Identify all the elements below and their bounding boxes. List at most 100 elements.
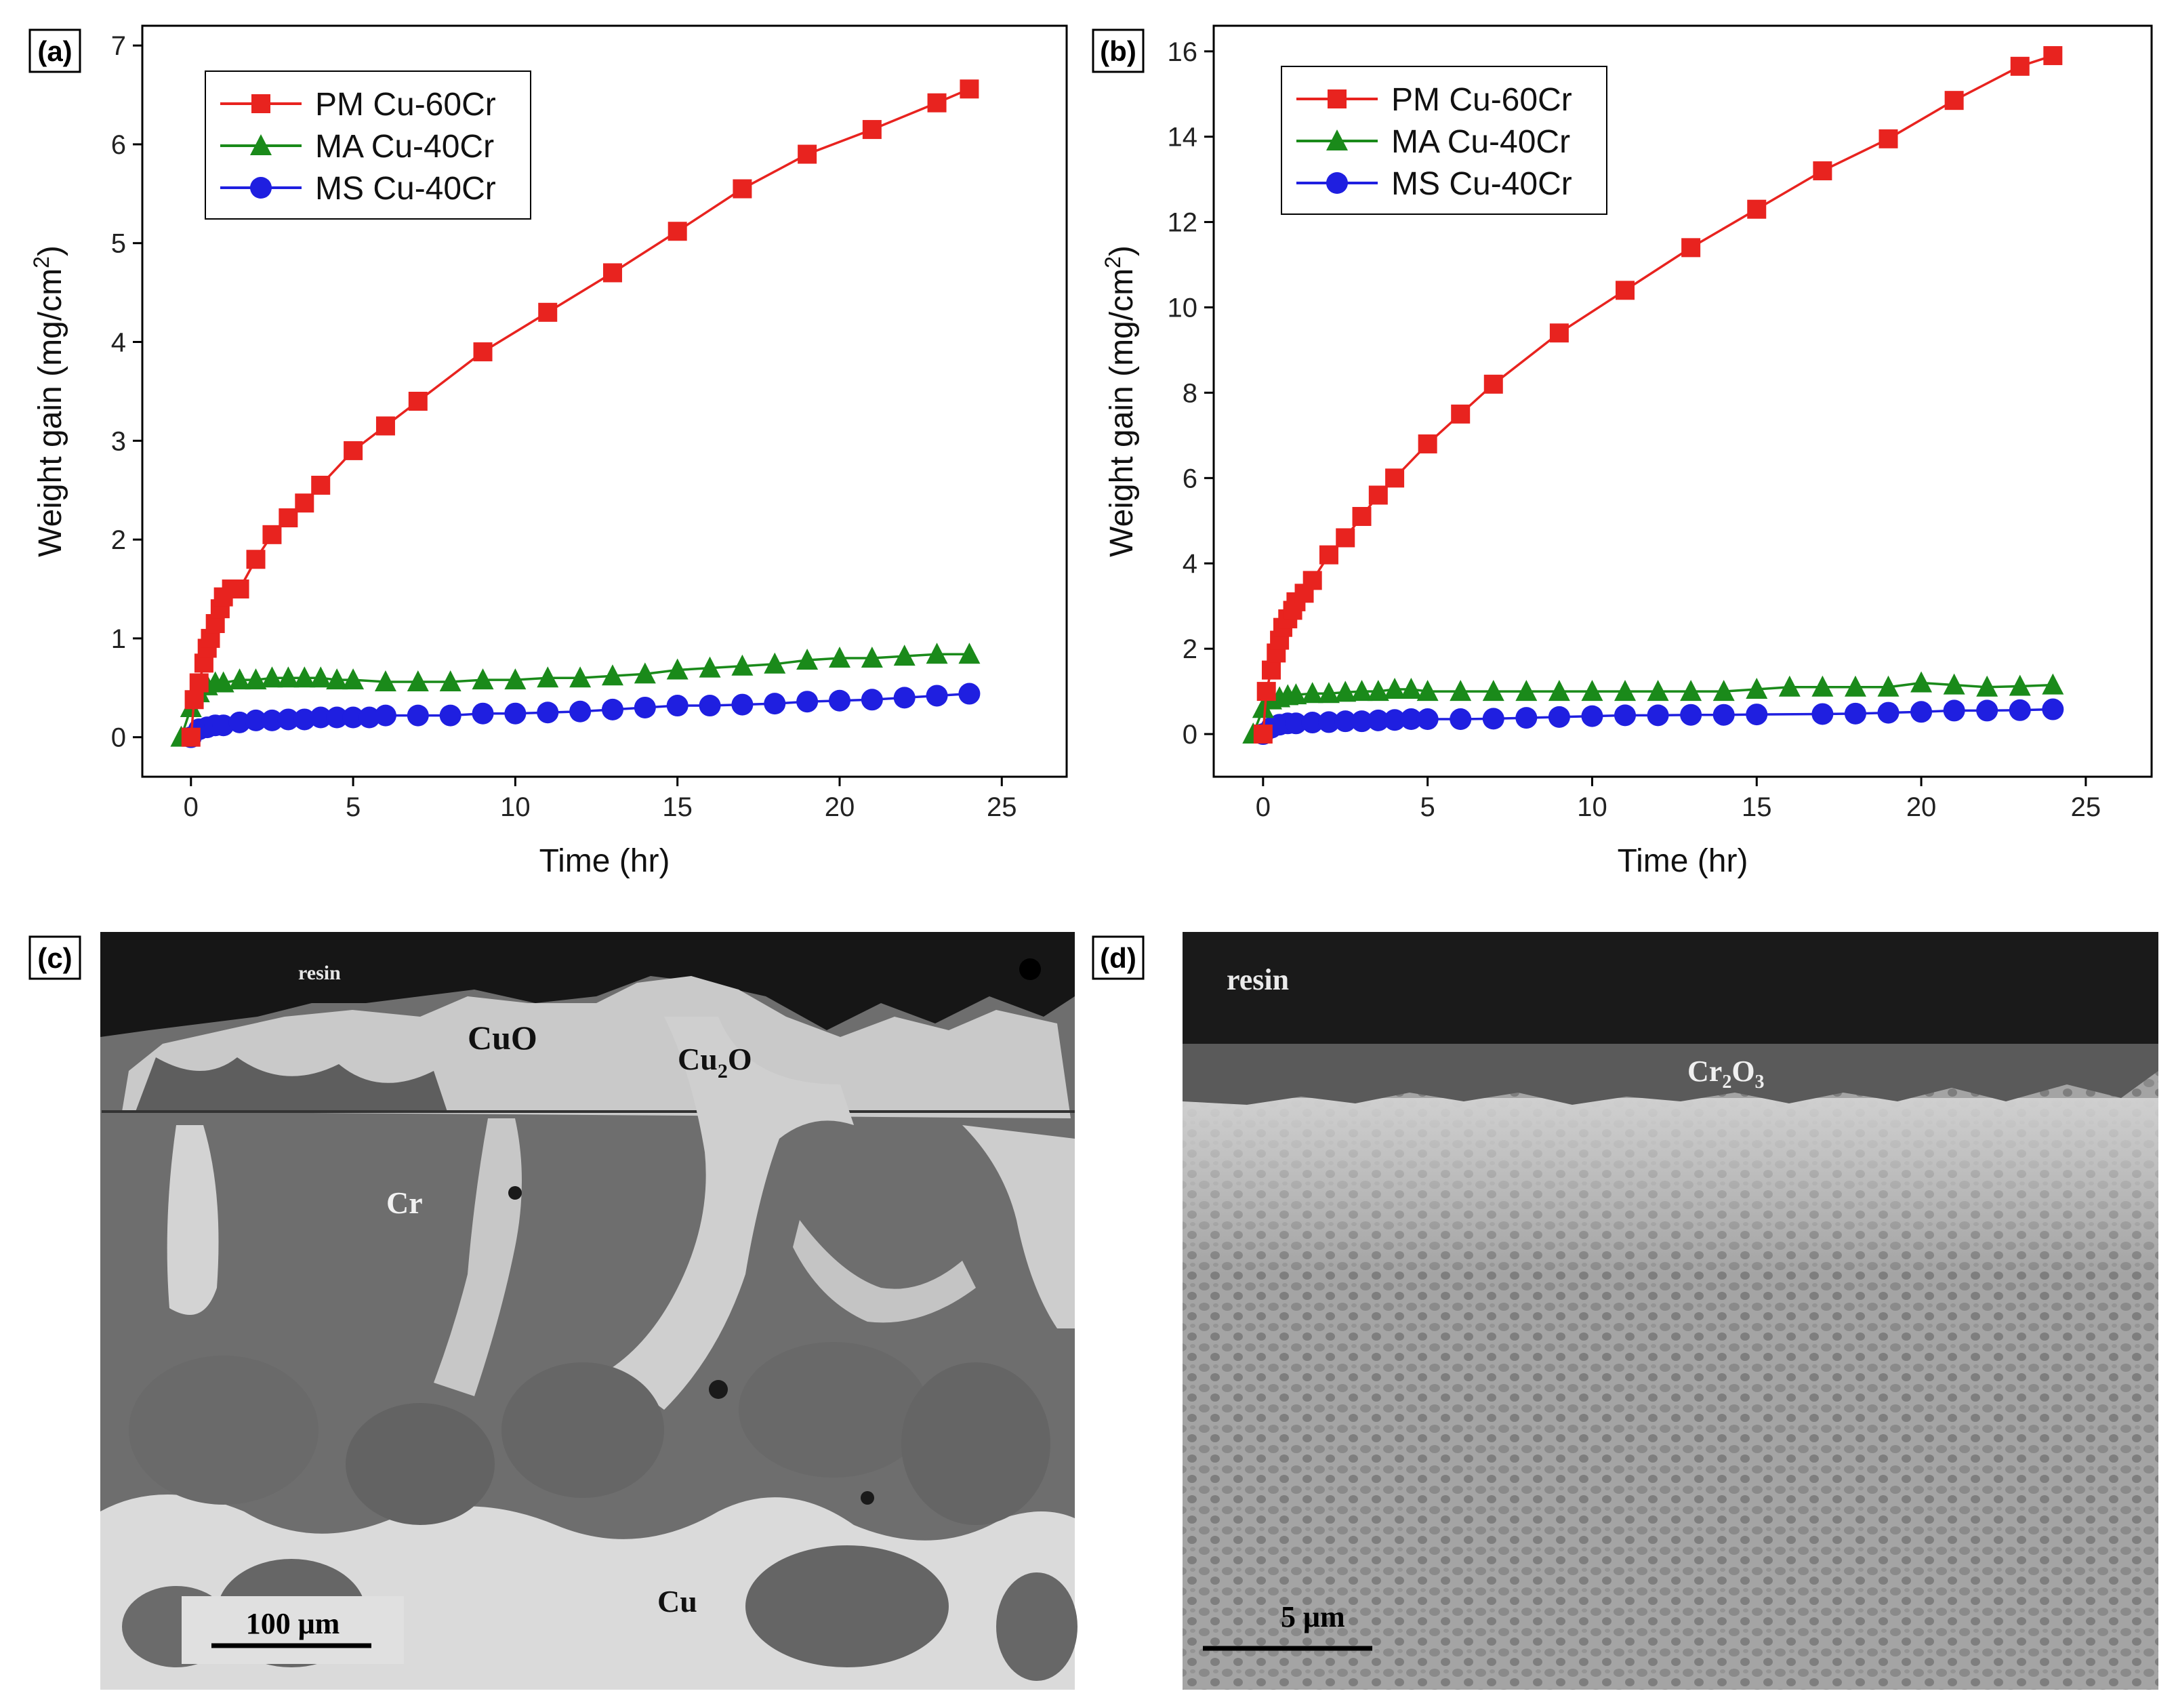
data-point xyxy=(668,222,687,241)
data-point xyxy=(1482,680,1504,702)
panel-c-tag-box xyxy=(28,935,81,980)
panel-b-tag: (b) xyxy=(1100,35,1136,67)
data-point xyxy=(1844,675,1866,697)
data-point xyxy=(733,179,752,199)
data-point xyxy=(230,580,249,598)
data-point xyxy=(1416,680,1439,702)
x-tick-label: 10 xyxy=(500,792,531,822)
micrograph-c-pore xyxy=(1019,958,1041,980)
x-tick-label: 5 xyxy=(346,792,361,822)
data-point xyxy=(1334,680,1357,702)
panel-d-tag-box xyxy=(1092,935,1145,980)
data-point xyxy=(245,668,267,690)
data-point xyxy=(1712,680,1735,702)
data-point xyxy=(245,709,267,731)
data-point xyxy=(2043,46,2063,66)
data-point xyxy=(634,662,656,684)
data-point xyxy=(310,706,332,729)
data-point xyxy=(699,656,721,678)
micrograph-c-pore xyxy=(709,1380,728,1399)
data-point xyxy=(537,702,559,724)
data-point xyxy=(407,704,429,727)
panel-a-tag-box xyxy=(28,28,81,73)
panel-c-tag: (c) xyxy=(37,942,72,974)
micrograph-d-depleted-zone xyxy=(1183,1098,2158,1274)
data-point xyxy=(1336,528,1355,548)
data-point xyxy=(1976,699,1998,722)
data-point xyxy=(374,670,396,692)
micrograph-c-label-cu: Cu xyxy=(657,1584,697,1619)
data-point xyxy=(731,693,754,716)
panel-b-legend: PM Cu-60Cr MA Cu-40Cr MS Cu-40Cr xyxy=(1281,66,1607,215)
legend-label: PM Cu-60Cr xyxy=(1391,82,1572,118)
y-tick-label: 10 xyxy=(1168,293,1198,323)
data-point xyxy=(1367,680,1389,702)
data-point xyxy=(1877,675,1900,697)
data-point xyxy=(1351,710,1373,733)
legend-marker xyxy=(1326,172,1348,194)
data-point xyxy=(2010,56,2030,76)
data-point xyxy=(1910,701,1933,723)
data-point xyxy=(439,670,461,692)
data-point xyxy=(375,416,395,436)
data-point xyxy=(1877,702,1900,724)
data-point xyxy=(279,508,298,528)
data-point xyxy=(862,120,882,140)
data-point xyxy=(408,392,428,411)
data-point xyxy=(1614,704,1637,727)
data-point xyxy=(1416,708,1439,731)
data-point xyxy=(634,696,656,718)
data-point xyxy=(1548,706,1570,728)
data-point xyxy=(828,689,850,712)
data-point xyxy=(2009,699,2031,721)
data-point xyxy=(1944,91,1964,110)
data-point xyxy=(311,475,331,495)
panel-c-micrograph: (c) resin CuO Cu2O Cr Cu xyxy=(28,932,1077,1690)
data-point xyxy=(1515,707,1538,729)
legend-marker xyxy=(250,177,272,199)
data-point xyxy=(1285,712,1307,735)
data-point xyxy=(1515,680,1538,702)
panel-d-tag: (d) xyxy=(1100,942,1136,974)
y-tick-label: 12 xyxy=(1168,208,1198,238)
micrograph-c-cr-grain xyxy=(501,1362,664,1498)
x-tick-label: 25 xyxy=(987,792,1017,822)
micrograph-d-label-cr2o3: Cr2O3 xyxy=(1687,1055,1765,1093)
data-point xyxy=(958,683,981,705)
data-point xyxy=(326,668,348,690)
micrograph-c-pore xyxy=(861,1491,874,1505)
data-point xyxy=(1680,704,1702,726)
data-point xyxy=(1680,680,1702,702)
data-point xyxy=(1811,675,1834,697)
data-point xyxy=(1581,705,1603,727)
data-point xyxy=(764,693,786,715)
y-axis-label: Weight gain (mg/cm2) xyxy=(1101,245,1140,557)
data-point xyxy=(537,666,559,688)
data-point xyxy=(473,342,493,362)
micrograph-c-cr-grain xyxy=(129,1356,319,1505)
data-point xyxy=(1746,704,1768,726)
data-point xyxy=(1285,683,1307,705)
data-point xyxy=(1647,680,1669,702)
data-point xyxy=(1943,699,1965,722)
micrograph-c-cu-vein xyxy=(793,1220,976,1323)
y-tick-label: 16 xyxy=(1168,37,1198,67)
legend-marker xyxy=(1328,89,1347,108)
data-point xyxy=(342,668,365,690)
legend-marker xyxy=(250,134,272,155)
micrograph-c-cr-grain xyxy=(996,1572,1077,1681)
data-point xyxy=(666,695,689,717)
micrograph-c-cr-grain xyxy=(745,1545,949,1667)
data-point xyxy=(358,706,381,729)
data-point xyxy=(1253,725,1273,744)
micrograph-c-cu-vein xyxy=(962,1125,1075,1328)
data-point xyxy=(261,666,283,688)
y-tick-label: 6 xyxy=(111,130,126,160)
legend-label: PM Cu-60Cr xyxy=(315,87,496,123)
data-point xyxy=(699,695,721,717)
plot-frame xyxy=(141,24,1068,778)
micrograph-d-scalebar-label: 5 μm xyxy=(1281,1600,1345,1633)
data-point xyxy=(1549,323,1569,343)
data-point xyxy=(1319,545,1338,565)
data-point xyxy=(569,700,592,723)
